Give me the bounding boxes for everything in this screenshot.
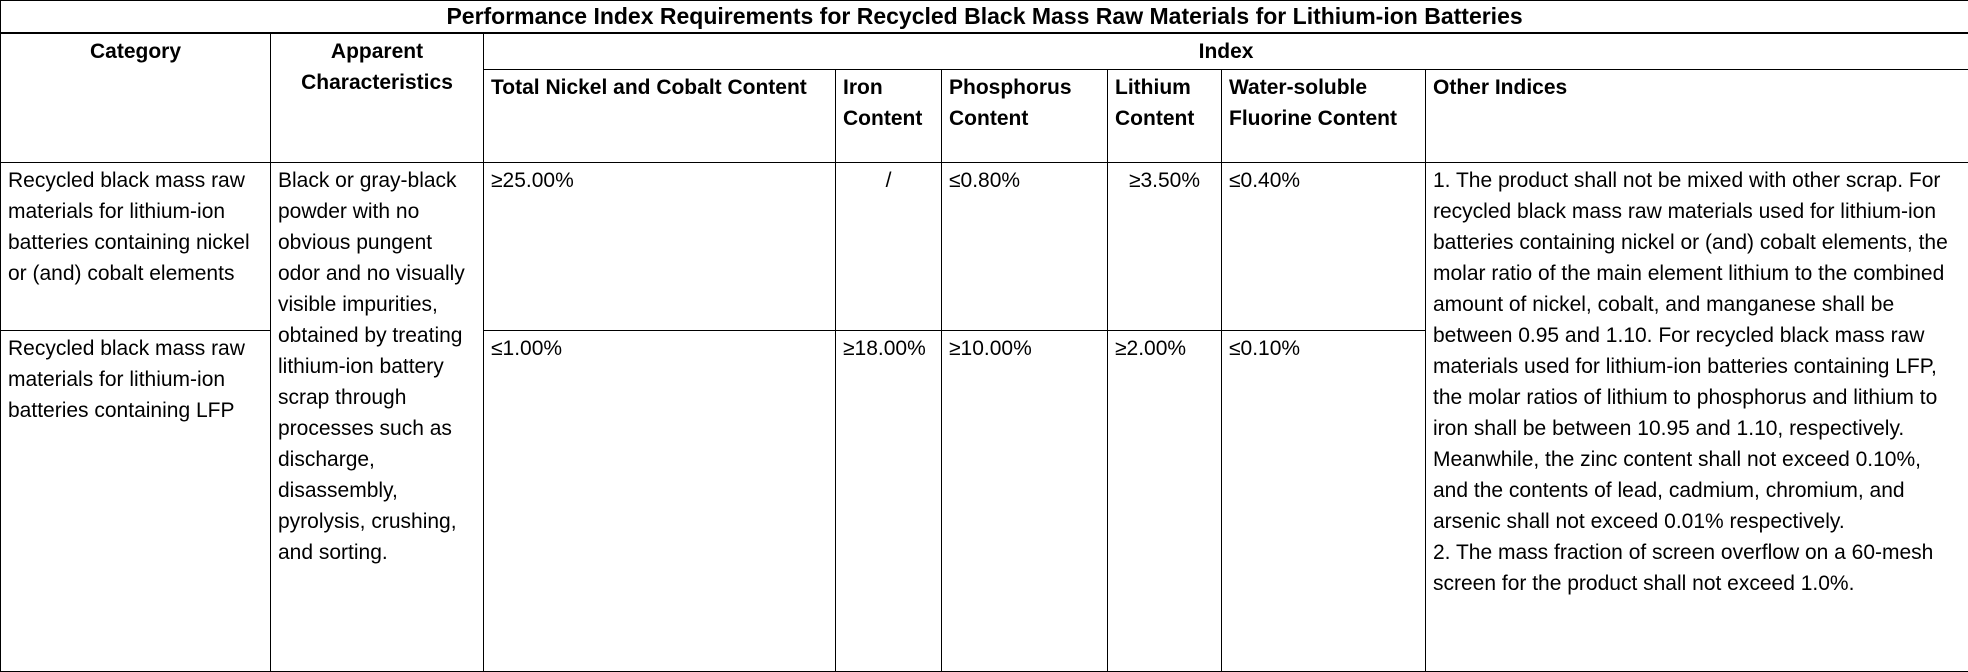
col-header-lithium-content: Lithium Content [1108, 69, 1222, 162]
col-header-iron-content: Iron Content [836, 69, 942, 162]
col-header-apparent-characteristics: Apparent Characteristics [271, 33, 484, 163]
apparent-characteristics-cell: Black or gray-black powder with no obvio… [271, 162, 484, 671]
value-lithium-row2: ≥2.00% [1108, 330, 1222, 671]
table-title: Performance Index Requirements for Recyc… [1, 1, 1968, 33]
value-phosphorus-row1: ≤0.80% [942, 162, 1108, 330]
category-cell-nickel-cobalt: Recycled black mass raw materials for li… [1, 162, 271, 330]
value-fluorine-row2: ≤0.10% [1222, 330, 1426, 671]
value-lithium-row1: ≥3.50% [1108, 162, 1222, 330]
value-fluorine-row1: ≤0.40% [1222, 162, 1426, 330]
table-row: Recycled black mass raw materials for li… [1, 162, 1968, 330]
col-header-category: Category [1, 33, 271, 163]
category-cell-lfp: Recycled black mass raw materials for li… [1, 330, 271, 671]
col-header-water-soluble-fluorine-content: Water-soluble Fluorine Content [1222, 69, 1426, 162]
other-indices-cell: 1. The product shall not be mixed with o… [1426, 162, 1968, 671]
col-header-other-indices: Other Indices [1426, 69, 1968, 162]
value-nickel-cobalt-row2: ≤1.00% [484, 330, 836, 671]
value-nickel-cobalt-row1: ≥25.00% [484, 162, 836, 330]
value-iron-row2: ≥18.00% [836, 330, 942, 671]
col-header-phosphorus-content: Phosphorus Content [942, 69, 1108, 162]
value-phosphorus-row2: ≥10.00% [942, 330, 1108, 671]
col-header-total-nickel-cobalt-content: Total Nickel and Cobalt Content [484, 69, 836, 162]
value-iron-row1: / [836, 162, 942, 330]
col-group-header-index: Index [484, 33, 1968, 70]
